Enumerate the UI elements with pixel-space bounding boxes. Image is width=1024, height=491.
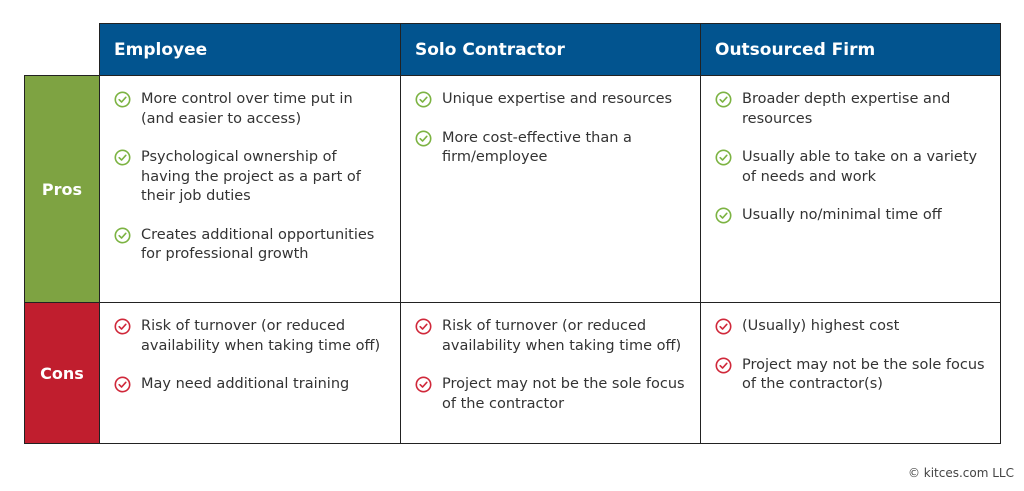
list-item: Psychological ownership of having the pr… bbox=[114, 148, 390, 207]
check-circle-icon bbox=[715, 149, 732, 166]
check-circle-icon bbox=[415, 318, 432, 335]
list-item: Usually no/minimal time off bbox=[715, 206, 990, 226]
row-label-cons: Cons bbox=[24, 302, 100, 444]
list-item: Risk of turnover (or reduced availabilit… bbox=[114, 317, 390, 356]
cell-cons-employee: Risk of turnover (or reduced availabilit… bbox=[99, 302, 401, 444]
list-item-text: Psychological ownership of having the pr… bbox=[141, 149, 361, 204]
check-circle-icon bbox=[415, 130, 432, 147]
list-item-text: Broader depth expertise and resources bbox=[742, 91, 951, 127]
column-header-solo-contractor: Solo Contractor bbox=[400, 23, 701, 76]
list-item-text: (Usually) highest cost bbox=[742, 318, 900, 334]
list-item: (Usually) highest cost bbox=[715, 317, 990, 337]
list-item: Project may not be the sole focus of the… bbox=[415, 375, 690, 414]
list-item-text: Creates additional opportunities for pro… bbox=[141, 226, 375, 263]
list-item: Creates additional opportunities for pro… bbox=[114, 226, 390, 265]
list-item-text: Unique expertise and resources bbox=[442, 91, 673, 107]
list-item: More cost-effective than a firm/employee bbox=[415, 129, 690, 168]
column-header-outsourced-firm: Outsourced Firm bbox=[700, 23, 1001, 76]
list-item-text: More cost-effective than a firm/employee bbox=[442, 129, 632, 166]
cell-pros-firm: Broader depth expertise and resources Usu… bbox=[700, 75, 1001, 303]
list-item: More control over time put in (and easie… bbox=[114, 90, 390, 129]
cell-cons-solo: Risk of turnover (or reduced availabilit… bbox=[400, 302, 701, 444]
check-circle-icon bbox=[114, 91, 131, 108]
column-header-employee: Employee bbox=[99, 23, 401, 76]
check-circle-icon bbox=[715, 318, 732, 335]
list-item-text: Risk of turnover (or reduced availabilit… bbox=[141, 318, 381, 354]
list-item-text: Project may not be the sole focus of the… bbox=[442, 376, 685, 412]
list-item-text: Project may not be the sole focus of the… bbox=[742, 356, 985, 393]
check-circle-icon bbox=[114, 376, 131, 393]
check-circle-icon bbox=[114, 318, 131, 335]
list-item-text: More control over time put in (and easie… bbox=[141, 91, 353, 127]
check-circle-icon bbox=[415, 91, 432, 108]
cell-cons-firm: (Usually) highest cost Project may not be… bbox=[700, 302, 1001, 444]
check-circle-icon bbox=[415, 376, 432, 393]
row-label-pros: Pros bbox=[24, 75, 100, 303]
list-item-text: May need additional training bbox=[141, 376, 350, 392]
list-item: May need additional training bbox=[114, 375, 390, 395]
list-item: Unique expertise and resources bbox=[415, 90, 690, 110]
list-item: Risk of turnover (or reduced availabilit… bbox=[415, 317, 690, 356]
check-circle-icon bbox=[715, 91, 732, 108]
check-circle-icon bbox=[715, 207, 732, 224]
list-item: Usually able to take on a variety of nee… bbox=[715, 148, 990, 187]
copyright-footer: © kitces.com LLC bbox=[907, 466, 1014, 480]
list-item-text: Usually no/minimal time off bbox=[742, 207, 942, 223]
list-item-text: Usually able to take on a variety of nee… bbox=[742, 149, 978, 185]
check-circle-icon bbox=[114, 227, 131, 244]
list-item-text: Risk of turnover (or reduced availabilit… bbox=[442, 318, 682, 354]
check-circle-icon bbox=[715, 357, 732, 374]
check-circle-icon bbox=[114, 149, 131, 166]
list-item: Project may not be the sole focus of the… bbox=[715, 356, 990, 395]
cell-pros-solo: Unique expertise and resources More cost-… bbox=[400, 75, 701, 303]
cell-pros-employee: More control over time put in (and easie… bbox=[99, 75, 401, 303]
list-item: Broader depth expertise and resources bbox=[715, 90, 990, 129]
